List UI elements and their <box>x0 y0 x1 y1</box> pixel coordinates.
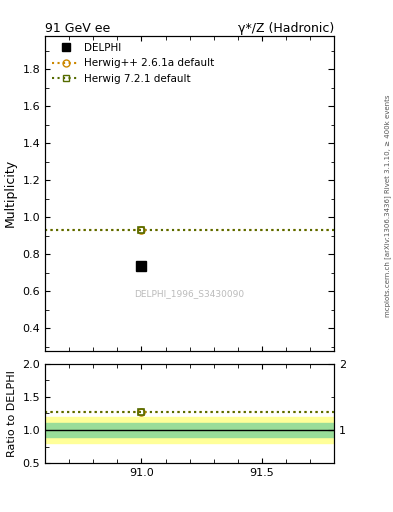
Legend: DELPHI, Herwig++ 2.6.1a default, Herwig 7.2.1 default: DELPHI, Herwig++ 2.6.1a default, Herwig … <box>48 39 218 88</box>
Text: mcplots.cern.ch [arXiv:1306.3436]: mcplots.cern.ch [arXiv:1306.3436] <box>384 195 391 317</box>
Bar <box>45 423 334 437</box>
Y-axis label: Multiplicity: Multiplicity <box>4 159 17 227</box>
Text: γ*/Z (Hadronic): γ*/Z (Hadronic) <box>238 22 334 35</box>
Bar <box>45 417 334 443</box>
Y-axis label: Ratio to DELPHI: Ratio to DELPHI <box>7 370 17 457</box>
Text: Rivet 3.1.10, ≥ 400k events: Rivet 3.1.10, ≥ 400k events <box>385 94 391 193</box>
Text: 91 GeV ee: 91 GeV ee <box>45 22 110 35</box>
Text: DELPHI_1996_S3430090: DELPHI_1996_S3430090 <box>134 290 245 298</box>
